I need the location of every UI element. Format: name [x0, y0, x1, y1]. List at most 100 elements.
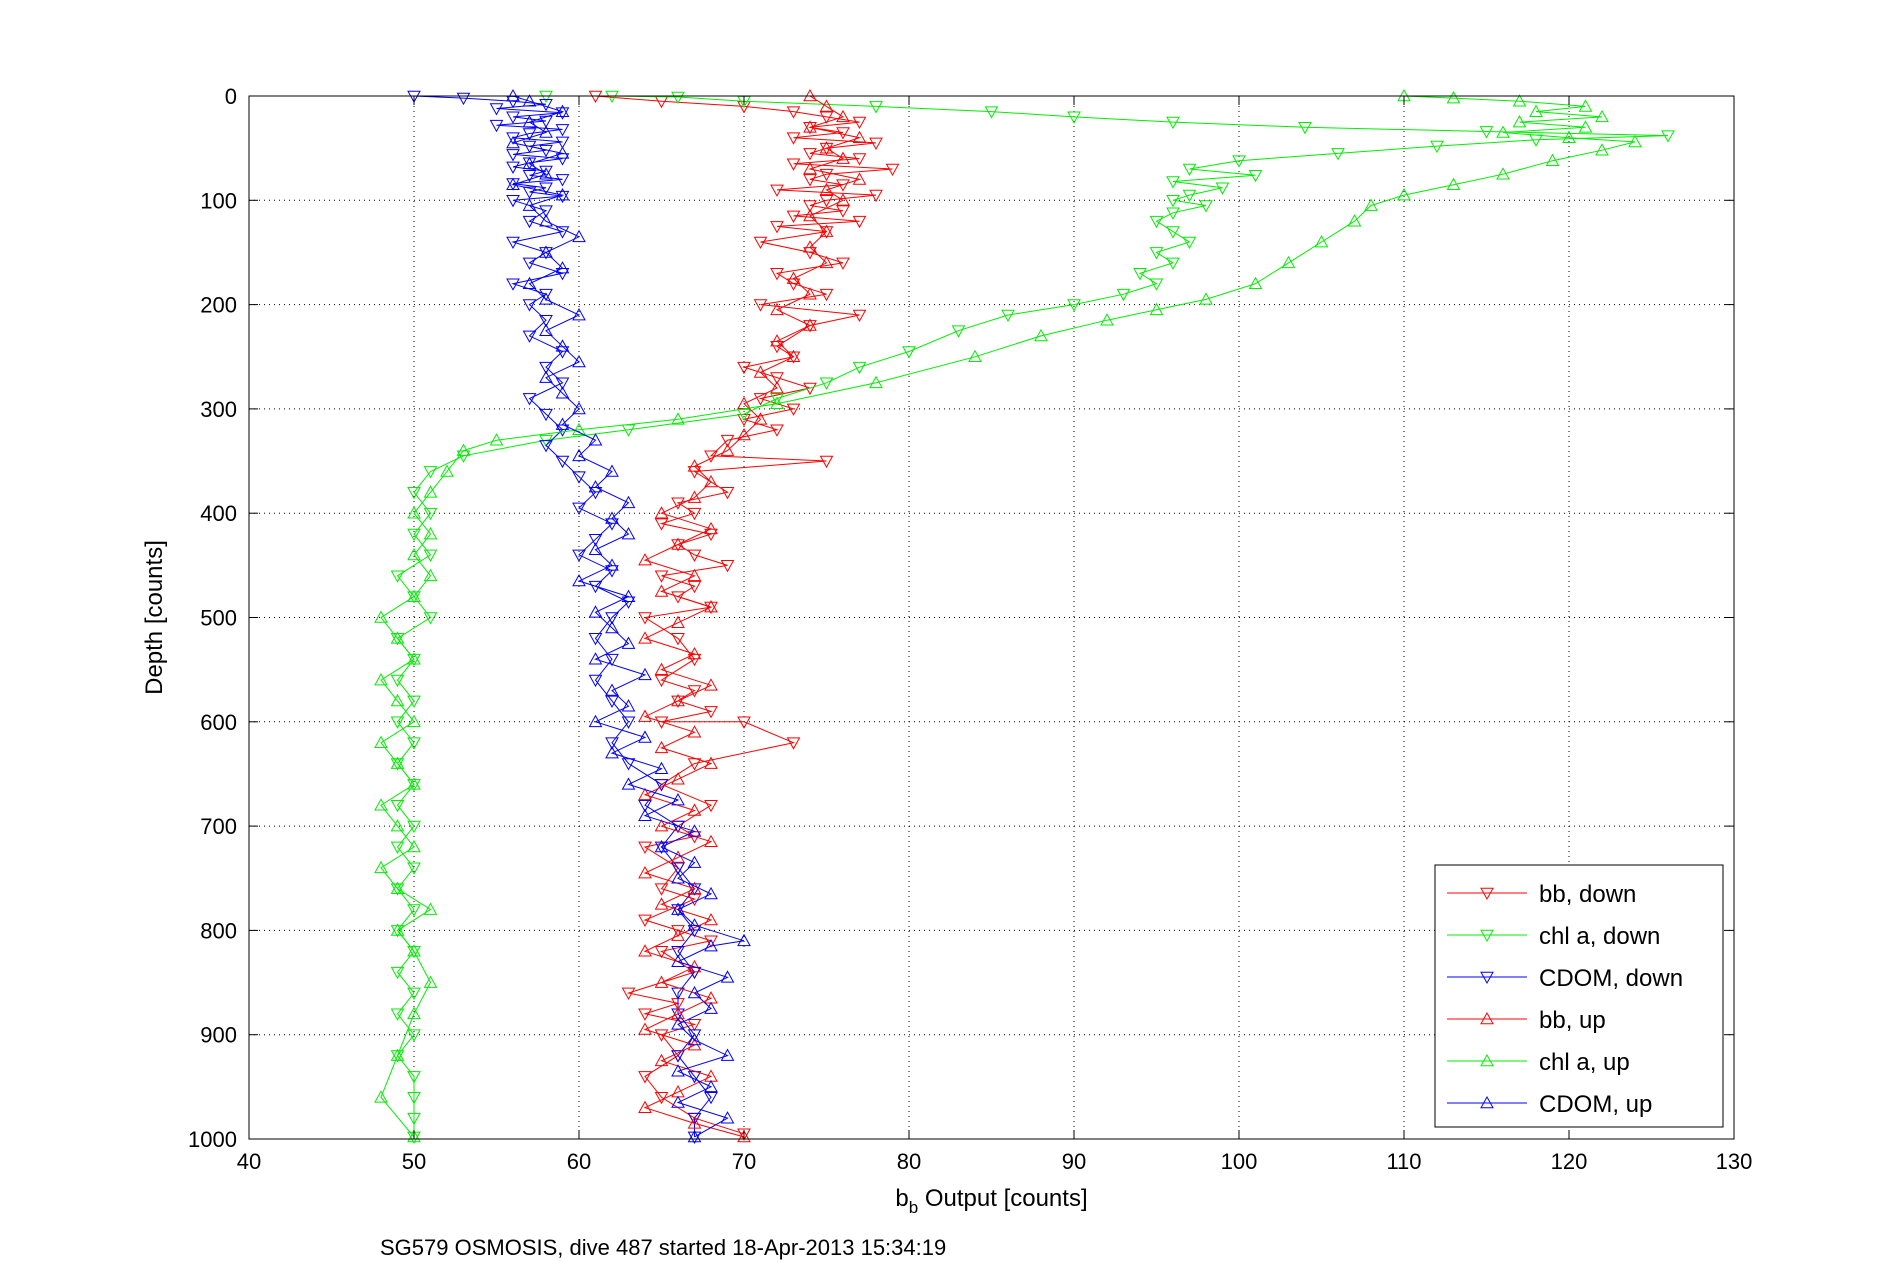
data-point: [687, 549, 702, 562]
data-point: [704, 912, 718, 926]
data-point: [671, 902, 685, 915]
data-point: [654, 841, 669, 854]
data-point: [555, 188, 570, 201]
data-point: [1232, 155, 1246, 168]
data-point: [423, 485, 438, 498]
data-point: [671, 412, 685, 425]
data-point: [506, 177, 520, 190]
data-point: [638, 1071, 652, 1084]
data-point: [539, 245, 553, 258]
data-point: [638, 799, 652, 813]
data-point: [671, 862, 685, 875]
data-point: [423, 527, 438, 540]
data-point: [638, 944, 652, 957]
data-point: [803, 148, 817, 161]
data-point: [638, 866, 652, 879]
data-point: [671, 695, 685, 708]
data-point: [407, 528, 421, 542]
data-point: [407, 904, 421, 917]
data-point: [836, 193, 850, 206]
data-point: [638, 787, 652, 801]
data-point: [1347, 214, 1362, 227]
data-point: [671, 539, 685, 552]
y-tick-label: 100: [200, 188, 237, 213]
data-point: [390, 570, 405, 583]
data-point: [539, 361, 553, 375]
x-tick-label: 110: [1386, 1149, 1421, 1174]
data-point: [407, 1112, 421, 1126]
data-point: [1182, 189, 1197, 203]
x-axis-label-subscript: b: [909, 1198, 918, 1217]
data-point: [539, 182, 553, 195]
data-point: [605, 620, 619, 634]
data-point: [852, 361, 867, 375]
data-point: [704, 678, 718, 691]
data-point: [819, 195, 834, 208]
data-point: [572, 502, 586, 516]
data-point: [605, 511, 619, 524]
data-point: [539, 440, 553, 453]
data-point: [951, 325, 966, 338]
data-point: [704, 600, 718, 613]
data-point: [753, 365, 768, 378]
data-point: [605, 737, 619, 750]
data-point: [852, 309, 867, 323]
data-point: [1446, 177, 1461, 190]
data-point: [407, 90, 421, 104]
data-point: [654, 761, 669, 775]
data-point: [638, 841, 652, 854]
legend-marker: [1480, 887, 1494, 901]
data-point: [539, 214, 553, 227]
data-point: [753, 412, 768, 425]
data-point: [671, 497, 685, 510]
data-point: [1496, 125, 1510, 138]
data-point: [803, 320, 817, 333]
data-point: [687, 803, 702, 816]
data-point: [407, 547, 421, 561]
data-point: [654, 584, 669, 597]
series-0: [588, 90, 900, 1141]
data-point: [555, 417, 570, 430]
data-point: [1166, 207, 1180, 220]
data-point: [654, 897, 669, 910]
data-point: [671, 633, 685, 646]
legend-label: chl a, up: [1539, 1049, 1630, 1076]
data-point: [390, 693, 405, 707]
data-point: [704, 706, 718, 719]
data-point: [1446, 91, 1461, 104]
data-point: [819, 226, 834, 239]
data-point: [984, 106, 999, 119]
data-point: [671, 615, 685, 629]
data-point: [687, 1131, 702, 1144]
data-point: [720, 434, 735, 448]
data-point: [638, 553, 652, 566]
data-point: [654, 1091, 669, 1105]
data-point: [786, 106, 801, 119]
data-point: [786, 737, 801, 750]
series-line: [380, 95, 1636, 1138]
data-point: [737, 716, 751, 729]
data-point: [555, 386, 570, 399]
data-point: [407, 862, 421, 875]
data-point: [869, 375, 883, 389]
legend: bb, down chl a, down CDOM, down bb, up chl a…: [1434, 864, 1724, 1128]
data-point: [671, 850, 685, 863]
data-point: [770, 268, 784, 281]
data-point: [885, 163, 900, 177]
data-point: [737, 361, 751, 375]
data-point: [770, 334, 784, 347]
x-tick-label: 50: [402, 1149, 426, 1174]
data-point: [539, 408, 553, 422]
data-point: [588, 633, 603, 646]
x-axis-label-rest: Output [counts]: [918, 1185, 1087, 1212]
data-point: [902, 346, 916, 359]
legend-marker: [1480, 1095, 1494, 1109]
data-point: [671, 1008, 685, 1021]
y-axis-label: Depth [counts]: [141, 540, 168, 695]
data-point: [522, 276, 537, 290]
data-point: [819, 182, 834, 196]
data-point: [1364, 198, 1378, 211]
data-point: [1545, 153, 1560, 166]
data-point: [704, 939, 718, 952]
x-tick-label: 70: [732, 1149, 756, 1174]
